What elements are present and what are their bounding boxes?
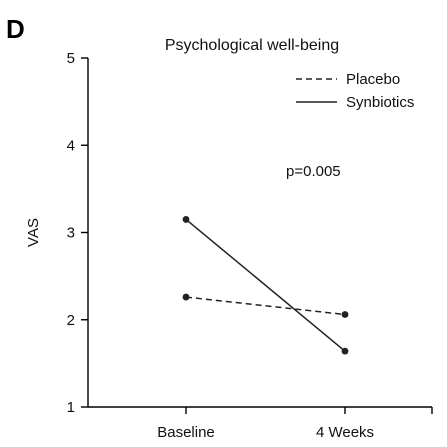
series-line-placebo: [185, 296, 346, 316]
y-tick-label: 3: [67, 225, 75, 242]
y-tick-label: 5: [67, 50, 75, 67]
y-tick-label: 2: [67, 312, 75, 329]
panel-label: D: [6, 14, 25, 44]
data-point-synbiotics: [341, 347, 349, 355]
legend-label-placebo: Placebo: [346, 71, 400, 88]
x-tick-label: 4 Weeks: [316, 424, 374, 441]
p-value-annotation: p=0.005: [286, 163, 341, 180]
y-tick-label: 1: [67, 399, 75, 416]
y-tick-label: 4: [67, 137, 75, 154]
legend-label-synbiotics: Synbiotics: [346, 94, 414, 111]
x-axis-ticks: Baseline 4 Weeks: [157, 407, 433, 441]
series-line-synbiotics: [185, 218, 346, 352]
y-axis-label: VAS: [25, 218, 42, 247]
data-point-placebo: [341, 311, 349, 318]
legend: Placebo Synbiotics: [296, 71, 414, 111]
data-point-placebo: [182, 293, 190, 301]
data-point-synbiotics: [182, 216, 190, 223]
y-axis-ticks: 1 2 3 4 5: [67, 50, 88, 416]
chart-title: Psychological well-being: [165, 37, 339, 54]
x-tick-label: Baseline: [157, 424, 215, 441]
series-layer: [182, 216, 349, 355]
